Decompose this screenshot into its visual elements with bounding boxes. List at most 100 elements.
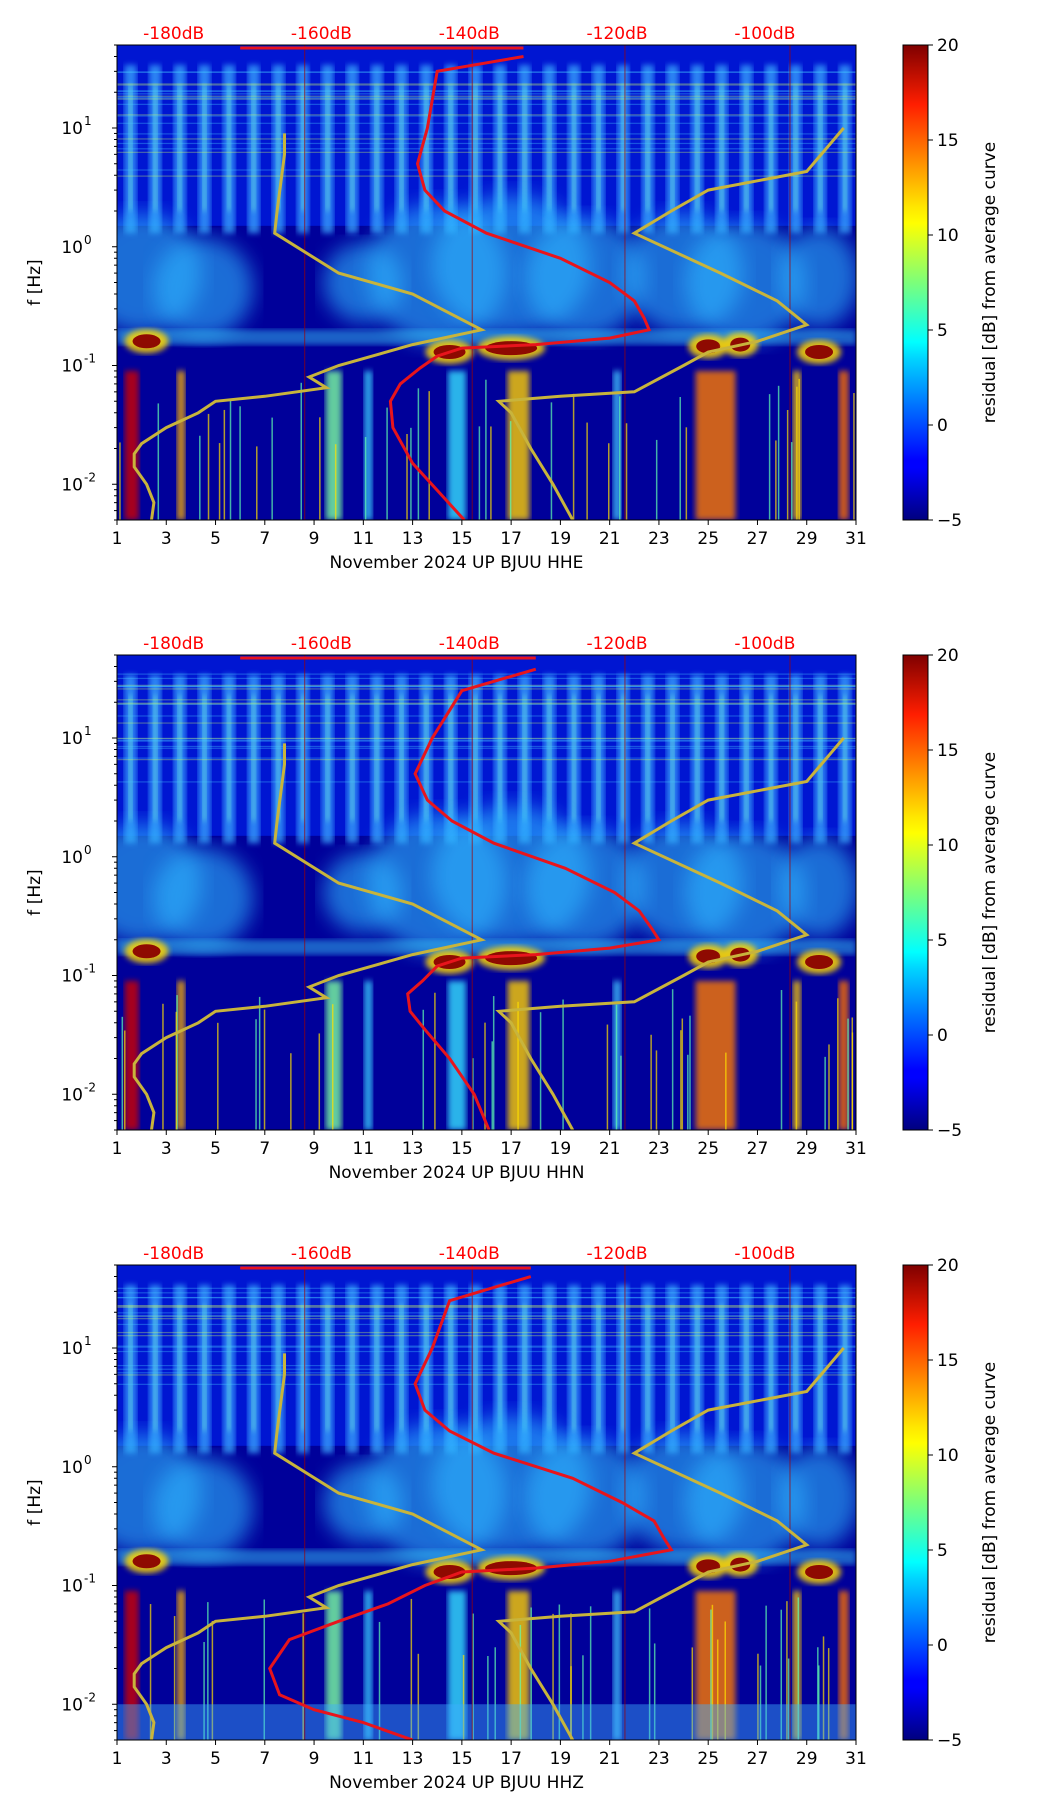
day-stripe-core <box>793 1305 798 1432</box>
lf-spike <box>319 417 321 520</box>
lf-spike <box>229 398 232 520</box>
day-stripe-core <box>498 1305 503 1432</box>
lf-column <box>838 370 849 520</box>
lf-spike <box>217 1022 219 1130</box>
speckle-line <box>117 702 856 704</box>
lf-spike <box>625 423 628 520</box>
speckle-line <box>117 148 856 150</box>
lf-spike <box>491 1041 493 1130</box>
day-stripe-core <box>670 85 675 212</box>
y-tick-exponent: 1 <box>84 114 92 128</box>
microseism-blob <box>525 217 646 338</box>
day-stripe-core <box>670 695 675 822</box>
lf-spike <box>255 1019 257 1130</box>
lf-spike <box>175 1011 178 1130</box>
lf-spike <box>853 393 855 520</box>
day-stripe-core <box>645 85 650 212</box>
day-stripe-core <box>695 85 700 212</box>
hf-band <box>117 655 856 836</box>
speckle-line <box>117 722 856 724</box>
lf-spike <box>517 1001 519 1130</box>
day-stripe-core <box>251 85 256 212</box>
day-stripe-core <box>621 695 626 822</box>
event-line <box>789 45 791 520</box>
lf-spike <box>608 443 610 520</box>
event-line <box>789 1265 791 1740</box>
lf-spike <box>207 413 210 520</box>
speckle-line <box>117 1346 856 1348</box>
colorbar-tick-label: 0 <box>937 1636 948 1656</box>
day-stripe-core <box>374 85 379 212</box>
x-tick-label: 3 <box>161 1139 172 1159</box>
hot-spot <box>805 1564 834 1579</box>
y-axis-label: f [Hz] <box>25 869 45 915</box>
red-curve <box>388 55 652 520</box>
day-stripe-core <box>424 695 429 822</box>
top-db-label: -100dB <box>734 24 795 44</box>
microseism-blob <box>779 1447 856 1548</box>
speckle-line <box>117 175 856 177</box>
colorbar-tick-label: 15 <box>937 741 959 761</box>
colorbar-tick-label: 5 <box>937 1541 948 1561</box>
x-tick-label: 23 <box>648 1139 670 1159</box>
event-line <box>304 1265 306 1740</box>
lf-spike <box>822 1636 825 1740</box>
day-stripe-core <box>276 695 281 822</box>
lf-spike <box>478 426 481 520</box>
spectrogram-area <box>117 655 856 1130</box>
day-stripe-core <box>227 1305 232 1432</box>
x-tick-label: 31 <box>845 1139 867 1159</box>
speckle-line <box>117 1335 856 1337</box>
top-db-label: -180dB <box>143 24 204 44</box>
speckle-line <box>117 71 856 73</box>
lf-spike <box>472 1613 474 1740</box>
lf-spike <box>851 1017 854 1130</box>
speckle-line <box>117 138 856 140</box>
y-tick-exponent: -1 <box>84 1572 96 1586</box>
lf-column <box>613 1590 622 1740</box>
day-stripe-core <box>769 695 774 822</box>
speckle-line <box>117 151 856 153</box>
microseism-blob <box>153 1457 254 1558</box>
day-stripe-core <box>498 85 503 212</box>
day-stripe-core <box>448 1305 453 1432</box>
colorbar-tick-label: 5 <box>937 931 948 951</box>
day-stripe-core <box>325 85 330 212</box>
top-db-label: -120dB <box>587 24 648 44</box>
speckle-line <box>117 1323 856 1326</box>
x-tick-label: 15 <box>451 1139 473 1159</box>
day-stripe-core <box>448 695 453 822</box>
top-db-label: -160dB <box>291 1244 352 1264</box>
speckle-line <box>117 1296 856 1299</box>
speckle-line <box>117 1364 856 1367</box>
lf-column <box>364 370 373 520</box>
top-db-label: -140dB <box>439 24 500 44</box>
day-stripe-core <box>596 85 601 212</box>
lf-spike <box>796 386 798 520</box>
speckle-line <box>117 685 856 687</box>
speckle-line <box>117 83 856 85</box>
speckle-line <box>117 738 856 740</box>
y-tick-label: 10 <box>61 729 83 749</box>
y-tick-label: 10 <box>61 1339 83 1359</box>
y-tick-exponent: 0 <box>84 1453 92 1467</box>
day-stripe-core <box>744 1305 749 1432</box>
day-stripe-core <box>300 695 305 822</box>
day-stripe-core <box>424 1305 429 1432</box>
x-tick-label: 25 <box>697 529 719 549</box>
lf-column <box>325 1590 342 1740</box>
day-stripe-core <box>300 1305 305 1432</box>
day-stripe-core <box>177 85 182 212</box>
x-tick-label: 11 <box>353 1749 375 1769</box>
lf-spike <box>271 417 273 520</box>
x-axis-label: November 2024 UP BJUU HHE <box>330 553 584 573</box>
lf-spike <box>492 996 495 1130</box>
day-stripe-core <box>350 695 355 822</box>
day-stripe-core <box>547 695 552 822</box>
lf-spike <box>318 1033 321 1130</box>
day-stripe-core <box>399 1305 404 1432</box>
lf-spike <box>827 1648 830 1740</box>
day-stripe-core <box>325 1305 330 1432</box>
x-tick-label: 11 <box>353 1139 375 1159</box>
lf-spike <box>687 1054 689 1130</box>
